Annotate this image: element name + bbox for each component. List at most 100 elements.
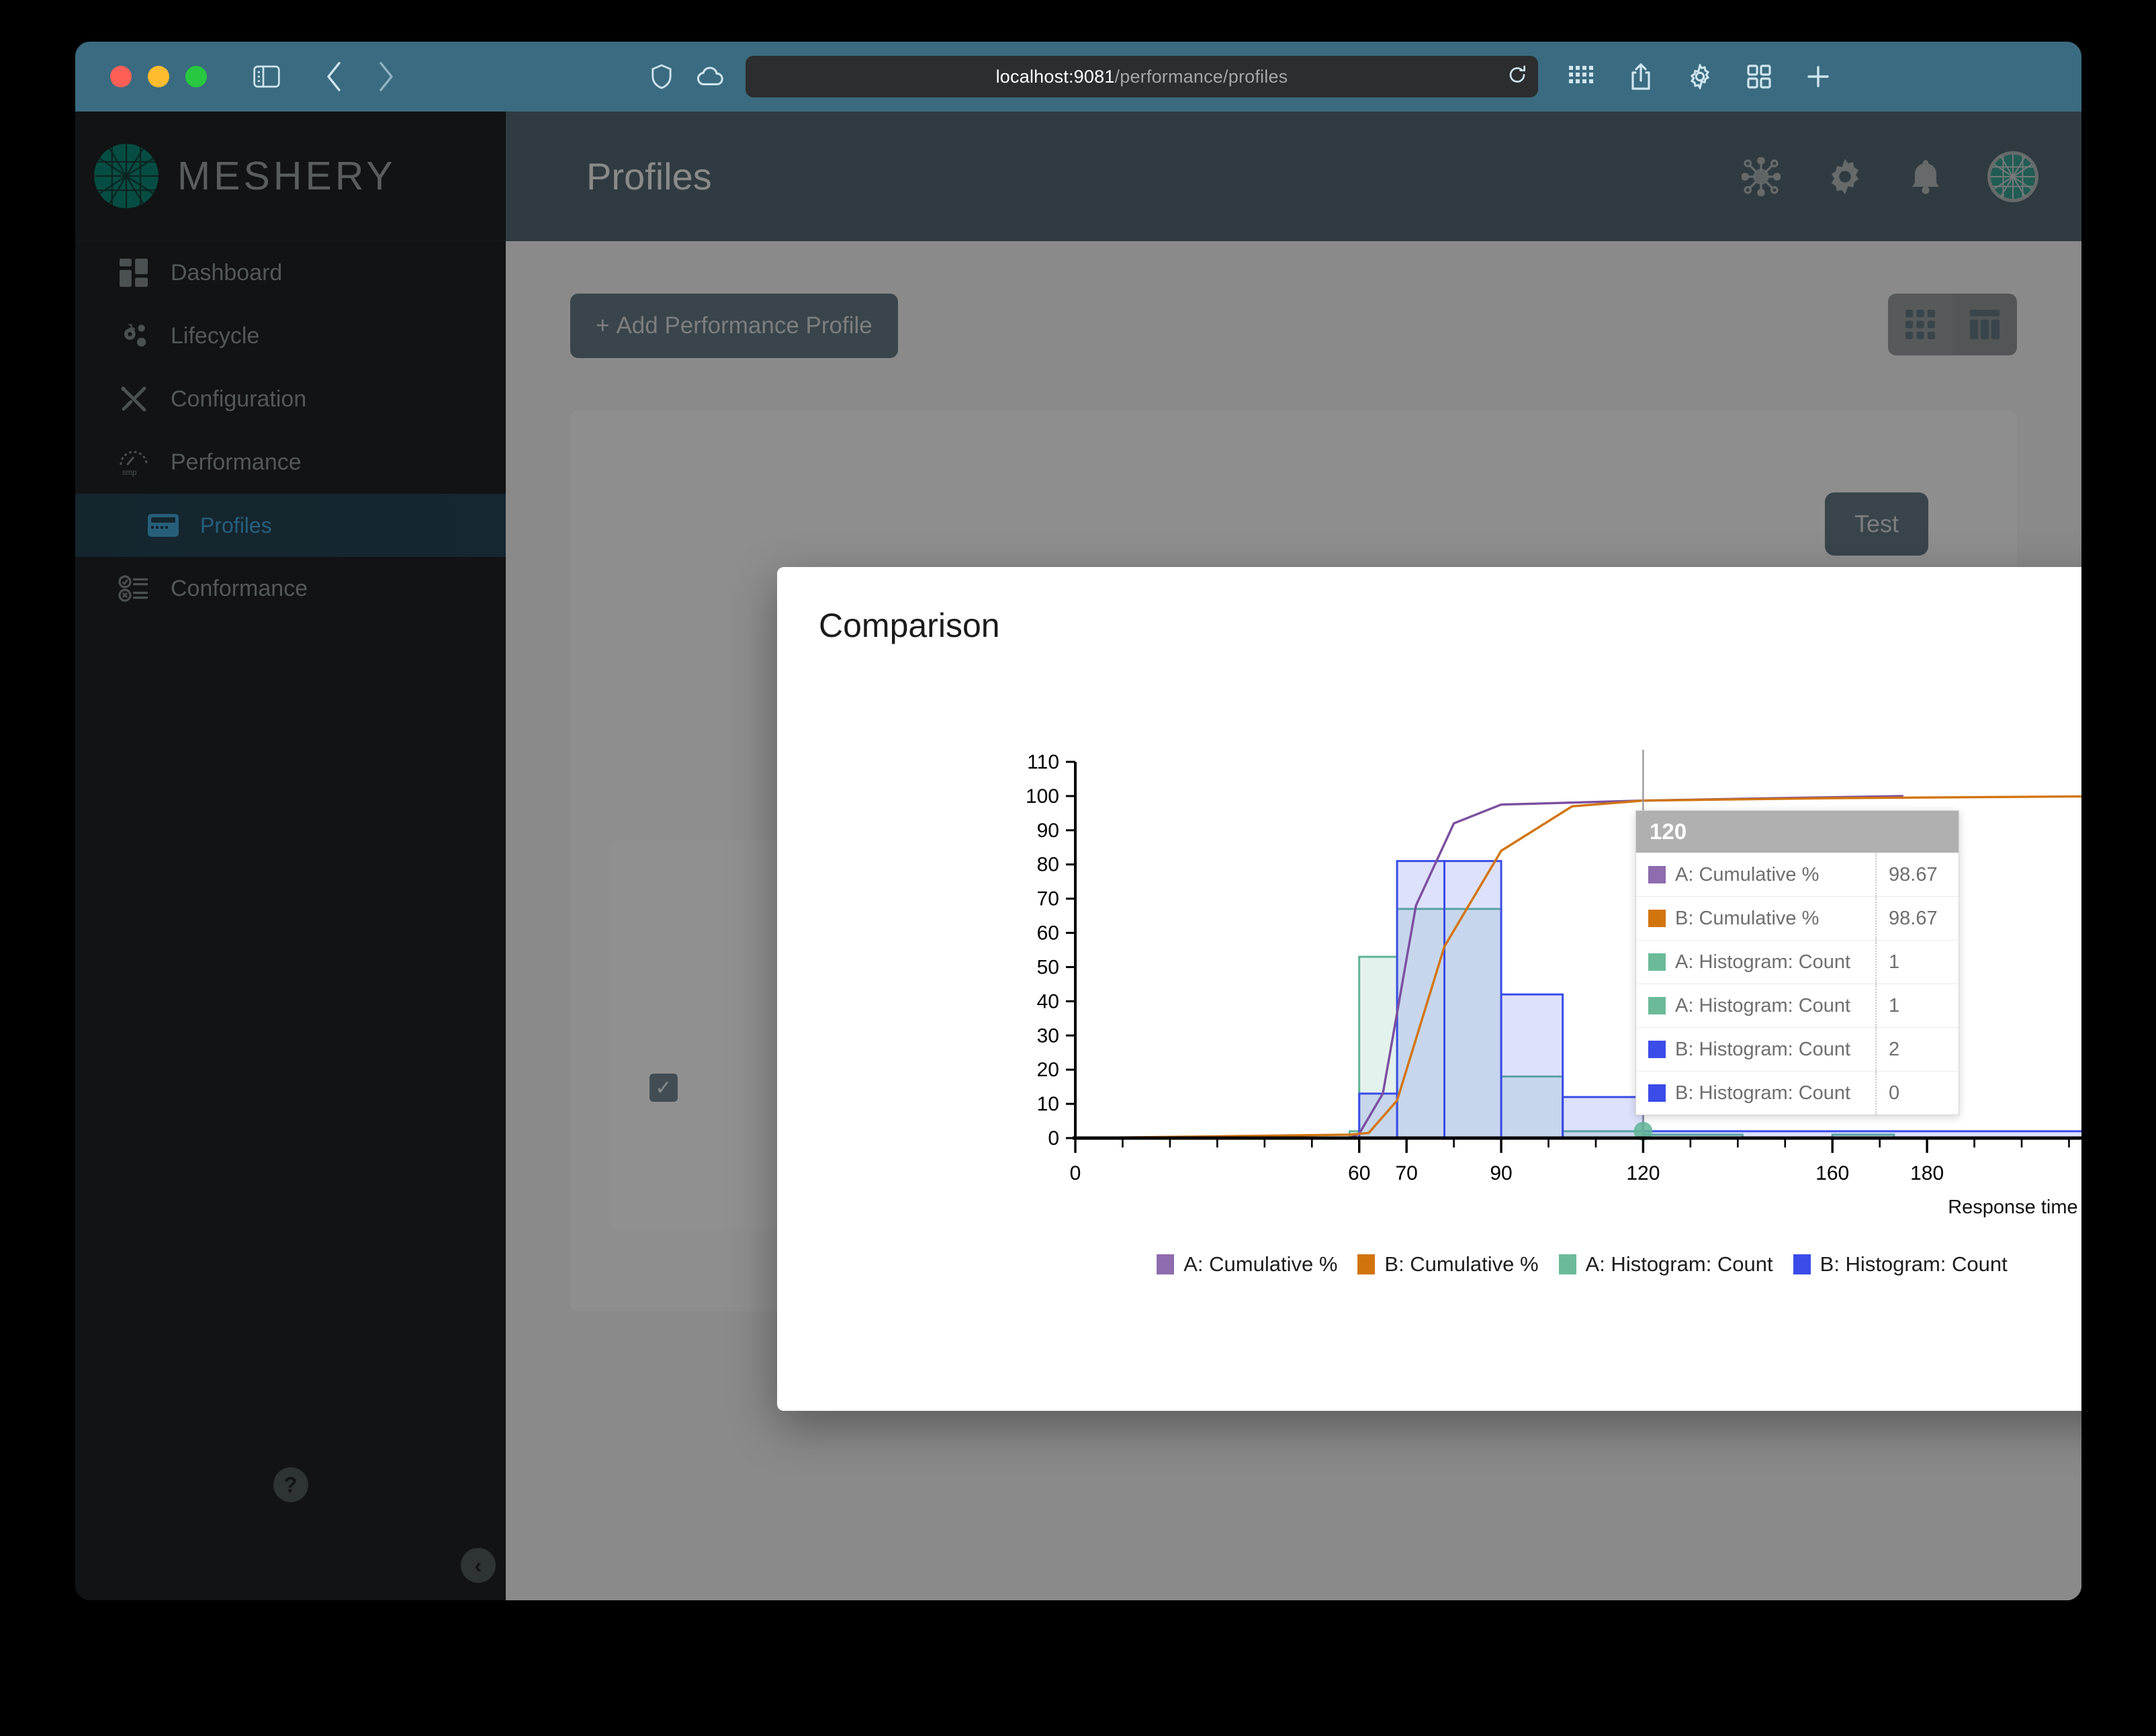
view-toggle-group <box>1888 294 2017 355</box>
tooltip-row-label: A: Histogram: Count <box>1675 994 1851 1016</box>
sidebar-item-conformance[interactable]: Conformance <box>75 557 506 620</box>
series-swatch-icon <box>1648 1041 1666 1058</box>
row-checkbox[interactable]: ✓ <box>649 1074 678 1102</box>
add-performance-profile-button[interactable]: + Add Performance Profile <box>570 294 898 358</box>
sidebar-toggle-icon[interactable] <box>249 58 285 95</box>
tooltip-header: 120 <box>1636 811 1959 853</box>
maximize-window-button[interactable] <box>185 66 207 87</box>
tooltip-row-label: A: Cumulative % <box>1675 863 1820 885</box>
run-test-button[interactable]: Test <box>1824 492 1928 556</box>
y-tick-label-left: 100 <box>1026 785 1059 808</box>
legend-item[interactable]: B: Cumulative % <box>1357 1252 1539 1276</box>
lifecycle-icon <box>118 320 149 351</box>
tooltip-row-value: 0 <box>1875 1072 1959 1115</box>
series-swatch-icon <box>1648 1084 1666 1102</box>
brand-row[interactable]: MESHERY <box>75 112 506 241</box>
meshery-logo-icon <box>94 144 159 208</box>
series-swatch-icon <box>1648 997 1666 1014</box>
legend-item[interactable]: B: Histogram: Count <box>1793 1252 2008 1276</box>
legend-label: B: Cumulative % <box>1384 1252 1539 1276</box>
grid-apps-icon[interactable] <box>1564 58 1600 95</box>
sidebar-item-label: Dashboard <box>171 259 283 286</box>
chart-tooltip: 120 A: Cumulative % 98.67 B: Cumulative % 9… <box>1635 810 1959 1115</box>
x-axis-label: Response time in ms <box>1948 1197 2081 1218</box>
histogram-bar <box>1562 1096 1644 1139</box>
cloud-icon[interactable] <box>692 58 728 95</box>
nav-back-icon[interactable] <box>316 58 352 95</box>
sidebar-item-dashboard[interactable]: Dashboard <box>75 241 506 304</box>
grid-view-icon[interactable] <box>1888 294 1952 355</box>
x-tick-label: 160 <box>1815 1162 1849 1184</box>
tooltip-row: A: Histogram: Count 1 <box>1636 984 1959 1027</box>
sidebar-item-label: Configuration <box>171 386 307 412</box>
legend-swatch-icon <box>1558 1254 1576 1274</box>
shield-icon[interactable] <box>643 58 680 95</box>
url-path: /performance/profiles <box>1114 66 1288 87</box>
app-header: Profiles <box>506 112 2081 241</box>
browser-toolbar: localhost:9081/performance/profiles <box>75 42 2081 112</box>
y-tick-label-left: 20 <box>1037 1059 1059 1081</box>
page-title: Profiles <box>586 155 712 198</box>
sidebar-item-profiles[interactable]: Profiles <box>75 494 506 557</box>
notifications-bell-icon[interactable] <box>1910 158 1942 196</box>
tooltip-row-label: A: Histogram: Count <box>1675 951 1851 973</box>
share-icon[interactable] <box>1623 58 1659 95</box>
comparison-modal: Comparison 00101020203030404050506060707… <box>777 567 2081 1411</box>
tooltip-row: B: Cumulative % 98.67 <box>1636 896 1959 940</box>
sidebar-collapse-button[interactable]: ‹ <box>461 1548 496 1583</box>
sidebar-item-configuration[interactable]: Configuration <box>75 367 506 431</box>
add-performance-profile-label: Add Performance Profile <box>616 312 872 339</box>
browser-toolbar-right <box>1564 58 1836 95</box>
histogram-bar <box>1396 860 1446 1139</box>
profiles-icon <box>148 510 179 541</box>
tooltip-row: A: Histogram: Count 1 <box>1636 940 1959 984</box>
sidebar-item-lifecycle[interactable]: Lifecycle <box>75 304 506 367</box>
sidebar-bottom: ? ‹ <box>75 1467 506 1583</box>
tooltip-row-label: B: Histogram: Count <box>1675 1082 1851 1104</box>
plus-icon: + <box>596 312 610 339</box>
settings-gear-icon[interactable] <box>1826 158 1864 196</box>
legend-swatch-icon <box>1157 1254 1175 1274</box>
x-tick-label: 180 <box>1910 1162 1944 1184</box>
close-window-button[interactable] <box>110 66 132 87</box>
y-tick-label-left: 60 <box>1037 922 1059 945</box>
x-tick-label: 120 <box>1626 1162 1660 1184</box>
url-text: localhost:9081/performance/profiles <box>996 67 1288 87</box>
legend-item[interactable]: A: Histogram: Count <box>1558 1252 1773 1276</box>
url-host: localhost:9081 <box>995 66 1115 87</box>
page-toolbar: + Add Performance Profile <box>570 294 2017 358</box>
sidebar-item-label: Conformance <box>171 575 308 601</box>
series-swatch-icon <box>1648 910 1666 927</box>
brand-name: MESHERY <box>177 154 396 198</box>
x-tick-label: 0 <box>1070 1162 1081 1184</box>
app-sidebar: MESHERY Dashboard <box>75 112 506 1600</box>
new-tab-icon[interactable] <box>1800 58 1836 95</box>
mesh-icon[interactable] <box>1742 157 1781 196</box>
url-bar[interactable]: localhost:9081/performance/profiles <box>746 56 1538 97</box>
browser-window: localhost:9081/performance/profiles <box>75 42 2081 1600</box>
y-tick-label-left: 40 <box>1037 990 1059 1012</box>
legend-swatch-icon <box>1793 1254 1811 1274</box>
conformance-icon <box>118 573 149 604</box>
svg-text:smp: smp <box>122 469 137 477</box>
reload-icon[interactable] <box>1507 65 1527 89</box>
x-tick-label: 90 <box>1490 1162 1512 1184</box>
tooltip-row-value: 2 <box>1875 1028 1959 1071</box>
minimize-window-button[interactable] <box>148 66 169 87</box>
y-tick-label-left: 90 <box>1037 820 1059 842</box>
x-tick-label: 70 <box>1395 1162 1417 1184</box>
performance-smp-icon: smp <box>118 447 149 478</box>
legend-item[interactable]: A: Cumulative % <box>1157 1252 1337 1276</box>
tooltip-rows: A: Cumulative % 98.67 B: Cumulative % 98.67… <box>1636 853 1959 1115</box>
gear-icon[interactable] <box>1682 58 1718 95</box>
sidebar-item-performance[interactable]: smp Performance <box>75 431 506 494</box>
nav-forward-icon[interactable] <box>368 58 404 95</box>
tooltip-row: B: Histogram: Count 2 <box>1636 1027 1959 1071</box>
sidebar-item-label: Profiles <box>200 513 272 537</box>
table-view-icon[interactable] <box>1952 294 2017 355</box>
tab-overview-icon[interactable] <box>1741 58 1777 95</box>
user-avatar[interactable] <box>1987 150 2038 202</box>
y-tick-label-left: 50 <box>1037 956 1059 978</box>
y-tick-label-left: 30 <box>1037 1025 1059 1047</box>
help-button[interactable]: ? <box>273 1467 308 1502</box>
